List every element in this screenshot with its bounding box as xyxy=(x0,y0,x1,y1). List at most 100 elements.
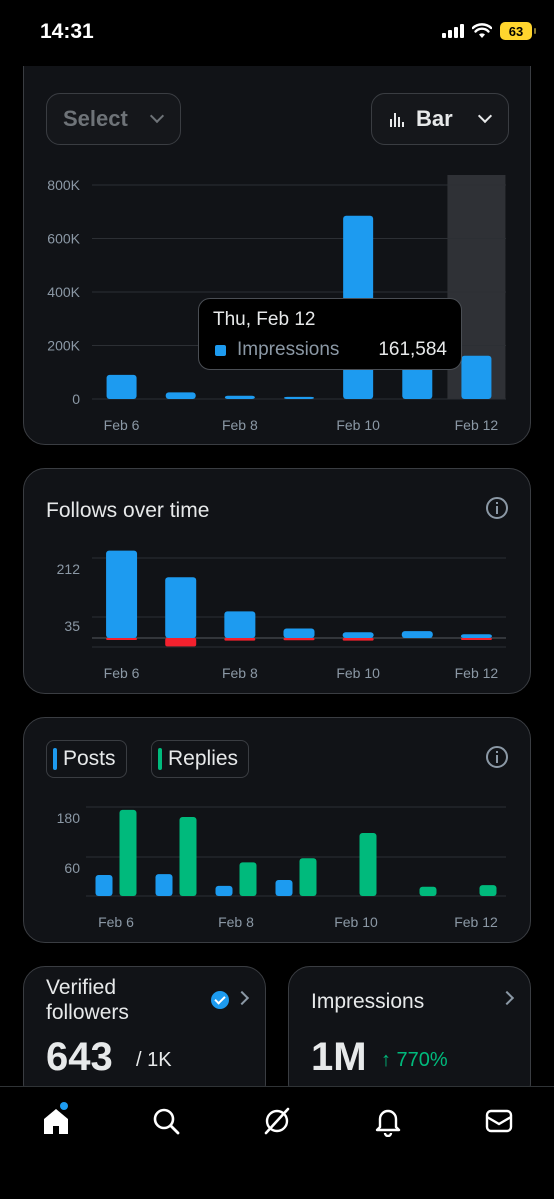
y-tick-label: 180 xyxy=(57,810,81,826)
tooltip-label: Impressions xyxy=(237,339,340,360)
bar-unfollows xyxy=(165,638,197,647)
legend-replies[interactable]: Replies xyxy=(151,740,250,778)
y-tick-label: 35 xyxy=(64,618,80,634)
mail-icon xyxy=(485,1109,513,1133)
follows-card: Follows over time 212 35 Feb 6 Feb 8 Feb 10 F… xyxy=(23,468,531,694)
bar xyxy=(224,395,255,399)
messages-tab[interactable] xyxy=(483,1105,515,1137)
impressions-chart-card: Select Bar 800K 600K 400K 200K 0 Feb 6 Feb 8 Fe… xyxy=(23,21,531,445)
bar xyxy=(461,355,492,399)
search-icon xyxy=(153,1108,180,1135)
bar-replies xyxy=(239,862,257,896)
chart-type-dropdown[interactable]: Bar xyxy=(371,93,509,145)
verified-followers-card[interactable]: Verified followers 643 / 1K xyxy=(23,966,266,1106)
y-tick-label: 200K xyxy=(47,338,80,354)
legend-posts[interactable]: Posts xyxy=(46,740,127,778)
bar-posts xyxy=(155,874,173,896)
chevron-down-icon xyxy=(149,108,165,124)
bar-follows xyxy=(401,631,433,638)
notifications-tab[interactable] xyxy=(372,1105,404,1138)
bar xyxy=(284,396,314,399)
info-icon[interactable] xyxy=(486,497,508,519)
select-label: Select xyxy=(63,106,128,131)
bar xyxy=(106,374,137,399)
bar-follows xyxy=(106,550,138,638)
x-tick-label: Feb 12 xyxy=(454,914,498,930)
bar-follows xyxy=(460,634,492,638)
x-tick-label: Feb 12 xyxy=(455,417,499,433)
x-tick-label: Feb 10 xyxy=(336,665,380,681)
x-tick-label: Feb 6 xyxy=(98,914,134,930)
status-time: 14:31 xyxy=(40,20,94,43)
bar-replies xyxy=(359,833,377,896)
x-tick-label: Feb 6 xyxy=(104,665,140,681)
x-tick-label: Feb 10 xyxy=(336,417,380,433)
bar-follows xyxy=(342,632,374,638)
impressions-stat-title: Impressions xyxy=(311,990,425,1013)
bar-posts xyxy=(215,885,233,896)
x-tick-label: Feb 8 xyxy=(222,665,258,681)
verified-title: Verified followers xyxy=(46,976,129,1024)
impressions-stat-card[interactable]: Impressions 1M ↑ 770% xyxy=(288,966,531,1106)
verified-of: / 1K xyxy=(136,1049,172,1071)
posts-replies-bar-chart: 180 60 Feb 6 Feb 8 Feb 10 Feb 12 xyxy=(57,806,506,930)
legend-replies-label: Replies xyxy=(168,747,239,770)
y-tick-label: 0 xyxy=(72,391,80,407)
bar xyxy=(165,392,196,399)
impressions-stat-delta: ↑ 770% xyxy=(381,1049,448,1071)
y-tick-label: 60 xyxy=(64,860,80,876)
home-icon xyxy=(44,1109,68,1134)
bar-follows xyxy=(283,628,315,638)
chevron-right-icon xyxy=(234,990,250,1006)
notification-dot xyxy=(60,1102,68,1110)
bar-posts xyxy=(275,880,293,896)
wifi-icon xyxy=(472,23,492,38)
bar-follows xyxy=(165,577,197,638)
info-icon[interactable] xyxy=(486,746,508,768)
bar-unfollows xyxy=(342,638,374,641)
tooltip-value: 161,584 xyxy=(378,339,447,360)
search-tab[interactable] xyxy=(150,1105,182,1137)
status-icons: 63 xyxy=(442,22,536,40)
bar-unfollows xyxy=(224,638,256,641)
chevron-right-icon xyxy=(499,990,515,1006)
home-tab[interactable] xyxy=(40,1102,72,1137)
tooltip-date: Thu, Feb 12 xyxy=(213,309,316,330)
bar-replies xyxy=(179,817,197,896)
legend-swatch xyxy=(158,748,162,770)
chevron-down-icon xyxy=(477,108,493,124)
bar-follows xyxy=(224,611,256,638)
chart-tooltip: Thu, Feb 12 Impressions 161,584 xyxy=(198,298,462,370)
verified-badge-icon xyxy=(211,991,229,1009)
status-bar: 14:31 63 xyxy=(0,0,554,66)
grok-tab[interactable] xyxy=(261,1105,293,1137)
bar-replies xyxy=(119,809,137,896)
follows-bar-chart: 212 35 Feb 6 Feb 8 Feb 10 Feb 12 xyxy=(57,550,506,681)
x-tick-label: Feb 6 xyxy=(104,417,140,433)
bar-unfollows xyxy=(460,638,492,640)
bar-posts xyxy=(95,875,113,896)
impressions-stat-value: 1M xyxy=(311,1035,367,1079)
bar-unfollows xyxy=(283,638,315,641)
y-tick-label: 212 xyxy=(57,561,81,577)
x-tick-label: Feb 8 xyxy=(222,417,258,433)
grok-icon xyxy=(264,1107,290,1135)
bar-chart-icon xyxy=(390,111,404,127)
signal-icon xyxy=(442,24,464,38)
bar-replies xyxy=(299,858,317,896)
bell-icon xyxy=(375,1109,401,1138)
chart-type-label: Bar xyxy=(416,106,453,131)
verified-value: 643 xyxy=(46,1035,113,1079)
battery-icon: 63 xyxy=(500,22,536,40)
select-dropdown[interactable]: Select xyxy=(46,93,181,145)
x-tick-label: Feb 8 xyxy=(218,914,254,930)
y-tick-label: 400K xyxy=(47,284,80,300)
bar-replies xyxy=(479,885,497,896)
tooltip-swatch xyxy=(215,345,226,356)
x-tick-label: Feb 12 xyxy=(455,665,499,681)
legend-posts-label: Posts xyxy=(63,747,116,770)
y-tick-label: 600K xyxy=(47,231,80,247)
follows-title: Follows over time xyxy=(46,499,210,522)
bar-unfollows xyxy=(106,638,138,640)
posts-replies-card: Posts Replies 180 60 Feb 6 Feb 8 Feb 10 Feb 1… xyxy=(23,717,531,943)
